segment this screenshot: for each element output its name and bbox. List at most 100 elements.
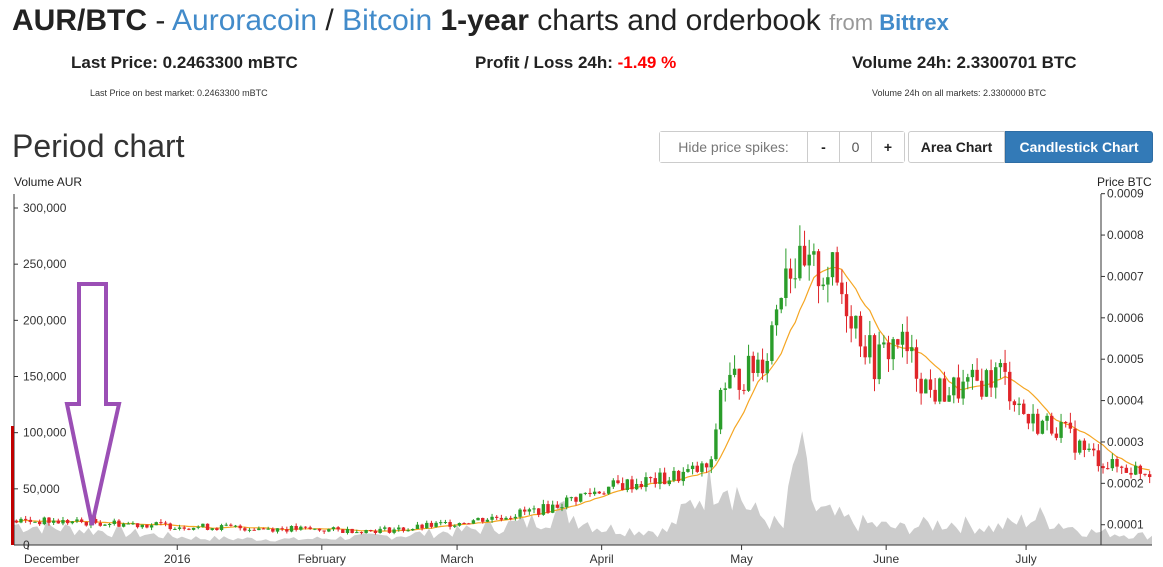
- moving-average: [16, 266, 1150, 532]
- candle-body: [19, 518, 23, 523]
- candle-body: [980, 380, 984, 397]
- candle: [858, 311, 863, 358]
- candle-body: [854, 315, 858, 329]
- candle-body: [210, 528, 214, 530]
- candle-body: [280, 528, 284, 530]
- candle-body: [196, 526, 200, 528]
- candle: [882, 335, 886, 349]
- exchange-link[interactable]: Bittrex: [879, 10, 949, 35]
- candle-body: [1138, 465, 1143, 474]
- candle-body: [93, 519, 98, 523]
- candle: [723, 382, 727, 402]
- candle: [924, 378, 928, 394]
- candle-body: [756, 359, 760, 373]
- candle-body: [746, 355, 751, 391]
- candle-body: [998, 362, 1003, 368]
- candle: [65, 518, 70, 525]
- candle-body: [187, 528, 191, 530]
- candle-body: [914, 347, 919, 379]
- candle-body: [513, 516, 518, 519]
- candle-body: [550, 504, 555, 513]
- candle: [998, 359, 1003, 379]
- candle-body: [863, 346, 867, 358]
- candle: [980, 368, 984, 400]
- candle-body: [938, 378, 942, 402]
- candle: [257, 526, 261, 531]
- candle-body: [425, 522, 429, 529]
- candle-body: [812, 251, 816, 255]
- candle: [765, 353, 769, 383]
- candle: [1078, 439, 1082, 455]
- candle-body: [406, 530, 410, 532]
- candle: [830, 251, 835, 286]
- candle: [135, 523, 140, 529]
- candle-body: [830, 252, 835, 278]
- last-price-stat: Last Price: 0.2463300 mBTC: [71, 53, 298, 73]
- candle-body: [490, 516, 494, 520]
- candle-body: [770, 325, 774, 361]
- candle: [1110, 453, 1115, 471]
- candle-body: [154, 522, 158, 526]
- candle-body: [1105, 468, 1110, 470]
- candle-body: [1008, 371, 1012, 402]
- x-tick-label: July: [1015, 552, 1036, 566]
- right-tick-label: 0.0004: [1107, 394, 1144, 408]
- candle: [523, 506, 527, 516]
- candle: [443, 519, 448, 525]
- candle: [560, 503, 564, 512]
- volume-marker: [11, 426, 14, 545]
- candle: [355, 529, 359, 534]
- candle-body: [1012, 401, 1017, 406]
- candle: [266, 526, 270, 530]
- candle-body: [308, 527, 312, 529]
- candle-body: [79, 519, 84, 522]
- candle: [891, 336, 895, 371]
- candle: [802, 230, 807, 267]
- candle-body: [61, 520, 65, 524]
- candle-body: [224, 524, 228, 526]
- candle-body: [56, 520, 61, 524]
- candle-body: [564, 497, 569, 508]
- candle: [1129, 467, 1133, 479]
- candle-body: [947, 395, 951, 402]
- candle-body: [1096, 450, 1101, 467]
- candle: [238, 524, 242, 531]
- candle: [1059, 413, 1063, 443]
- candle: [303, 526, 308, 530]
- candle-body: [840, 282, 844, 295]
- candle: [401, 527, 406, 533]
- spikes-plus-button[interactable]: +: [872, 132, 904, 162]
- candle-body: [989, 370, 993, 388]
- candle-body: [1147, 474, 1152, 478]
- candle-body: [112, 520, 116, 525]
- candle-body: [648, 477, 653, 479]
- candle-body: [667, 480, 671, 485]
- candle: [117, 519, 121, 528]
- candle: [1073, 420, 1077, 460]
- candle-body: [415, 524, 420, 529]
- candle: [299, 525, 303, 531]
- candle: [61, 516, 65, 526]
- candle-body: [159, 522, 163, 524]
- candle: [341, 529, 345, 534]
- base-link[interactable]: Bitcoin: [342, 4, 433, 37]
- candle: [1040, 419, 1045, 435]
- candle-body: [51, 520, 56, 523]
- candlestick-chart-button[interactable]: Candlestick Chart: [1005, 131, 1153, 163]
- volume-value: 2.3300701 BTC: [956, 53, 1077, 72]
- candle: [373, 529, 378, 535]
- candle: [989, 359, 993, 398]
- candle: [868, 320, 872, 364]
- candle-body: [495, 516, 499, 518]
- area-chart-button[interactable]: Area Chart: [908, 131, 1005, 163]
- candle: [1026, 413, 1031, 430]
- spikes-minus-button[interactable]: -: [808, 132, 840, 162]
- coin-link[interactable]: Auroracoin: [172, 4, 318, 37]
- candle-body: [681, 471, 685, 482]
- candle-body: [1082, 440, 1087, 450]
- left-tick-label: 0: [23, 538, 30, 552]
- candle-body: [868, 335, 872, 358]
- candle: [1096, 444, 1101, 472]
- candle-body: [858, 315, 863, 347]
